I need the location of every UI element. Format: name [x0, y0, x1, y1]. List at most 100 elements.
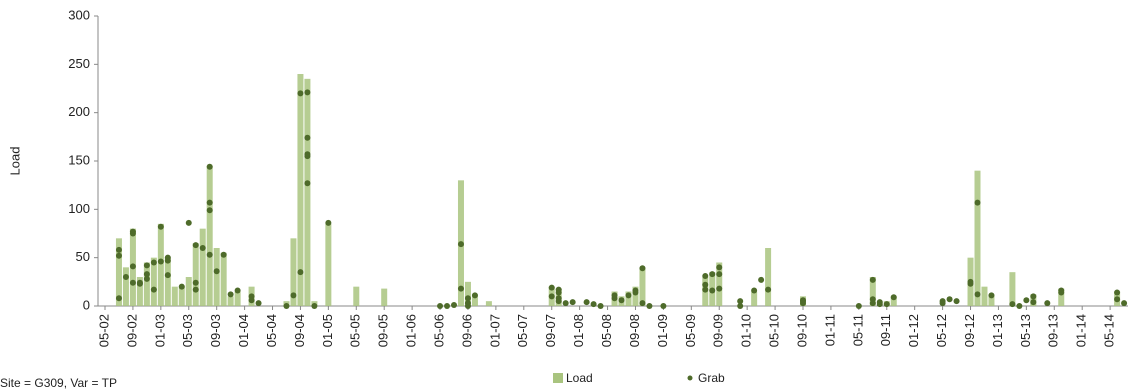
grab-point [451, 302, 457, 309]
load-bar [325, 223, 332, 306]
grab-point [876, 301, 883, 308]
load-bar [199, 228, 206, 306]
grab-point [953, 298, 960, 305]
load-bar [297, 74, 304, 306]
load-bar [185, 277, 192, 306]
grab-point [632, 289, 639, 296]
grab-point [143, 275, 150, 282]
x-tick-label: 05-12 [934, 314, 949, 347]
grab-point [255, 300, 262, 307]
x-tick-label: 05-13 [1018, 314, 1033, 347]
grab-point [437, 303, 444, 309]
x-tick-label: 09-05 [376, 314, 391, 347]
x-tick-label: 05-11 [850, 314, 865, 346]
grab-point [611, 292, 618, 299]
x-tick-label: 09-09 [711, 314, 726, 347]
grab-point [800, 300, 806, 307]
grab-point [1114, 296, 1121, 303]
x-tick-label: 09-11 [878, 314, 893, 346]
load-bar [981, 286, 988, 306]
x-tick-label: 05-04 [264, 314, 279, 347]
x-tick-label: 09-13 [1046, 314, 1061, 347]
x-tick-label: 01-13 [990, 314, 1005, 347]
load-bar [890, 296, 897, 306]
x-tick-label: 05-07 [515, 314, 530, 347]
grab-point [199, 245, 206, 251]
grab-point [702, 273, 709, 280]
load-bar [1009, 272, 1016, 306]
grab-point [946, 296, 953, 303]
x-tick-label: 05-05 [348, 314, 363, 347]
x-tick-label: 05-10 [767, 314, 782, 347]
load-bar [765, 248, 772, 306]
x-tick-label: 01-05 [320, 314, 335, 347]
load-bar [304, 78, 311, 306]
grab-point [136, 280, 143, 287]
x-tick-label: 09-10 [794, 314, 809, 347]
grab-point [143, 271, 150, 278]
grab-point [297, 90, 304, 97]
grab-point [192, 286, 199, 293]
x-tick-label: 01-11 [822, 314, 837, 346]
load-bar [164, 257, 171, 306]
grab-point [206, 199, 213, 206]
grab-point [178, 283, 185, 290]
load-bar [1058, 288, 1065, 306]
grab-point [471, 292, 478, 299]
grab-point [548, 284, 555, 291]
grab-point [639, 265, 646, 272]
x-tick-label: 09-07 [543, 314, 558, 347]
grab-point [164, 254, 171, 261]
grab-point [765, 286, 772, 293]
legend-swatch [553, 373, 563, 383]
grab-point [464, 303, 471, 309]
grab-point [702, 286, 709, 293]
grab-point [457, 241, 464, 248]
x-tick-label: 09-02 [124, 314, 139, 347]
load-bar [220, 252, 227, 306]
grab-point [290, 292, 297, 299]
grab-point [311, 303, 318, 309]
grab-point [206, 163, 213, 170]
grab-point [737, 298, 744, 305]
grab-point [597, 303, 604, 309]
load-bar [136, 277, 143, 306]
y-axis-label: Load [7, 147, 22, 176]
grab-point [234, 287, 241, 294]
grab-point [325, 219, 332, 226]
x-tick-label: 01-06 [404, 314, 419, 347]
load-bar [178, 286, 185, 306]
grab-point [150, 259, 157, 266]
load-bar [632, 286, 639, 306]
grab-point [304, 134, 311, 141]
load-bar [974, 170, 981, 306]
grab-point [192, 242, 199, 249]
grab-point [548, 293, 555, 300]
grab-point [988, 292, 995, 299]
load-bar [213, 248, 220, 306]
grab-point [1058, 289, 1065, 296]
x-tick-label: 05-14 [1102, 314, 1117, 347]
grab-point [890, 294, 897, 301]
grab-point [115, 252, 122, 259]
grab-point [562, 300, 569, 307]
grab-point [639, 300, 646, 307]
grab-point [974, 291, 981, 298]
grab-point [751, 287, 758, 294]
x-tick-label: 05-02 [96, 314, 111, 347]
grab-point [304, 89, 311, 96]
grab-point [709, 287, 716, 294]
grab-point [1030, 299, 1037, 306]
y-tick-label: 150 [68, 152, 90, 167]
grab-point [1023, 297, 1030, 304]
load-bar [234, 291, 241, 306]
grab-point [939, 300, 946, 307]
x-tick-label: 09-12 [962, 314, 977, 347]
x-tick-label: 01-14 [1074, 314, 1089, 347]
grab-point [304, 180, 311, 187]
grab-point [618, 297, 625, 304]
x-tick-label: 01-08 [571, 314, 586, 347]
grab-point [206, 251, 213, 258]
load-bar [171, 286, 178, 306]
